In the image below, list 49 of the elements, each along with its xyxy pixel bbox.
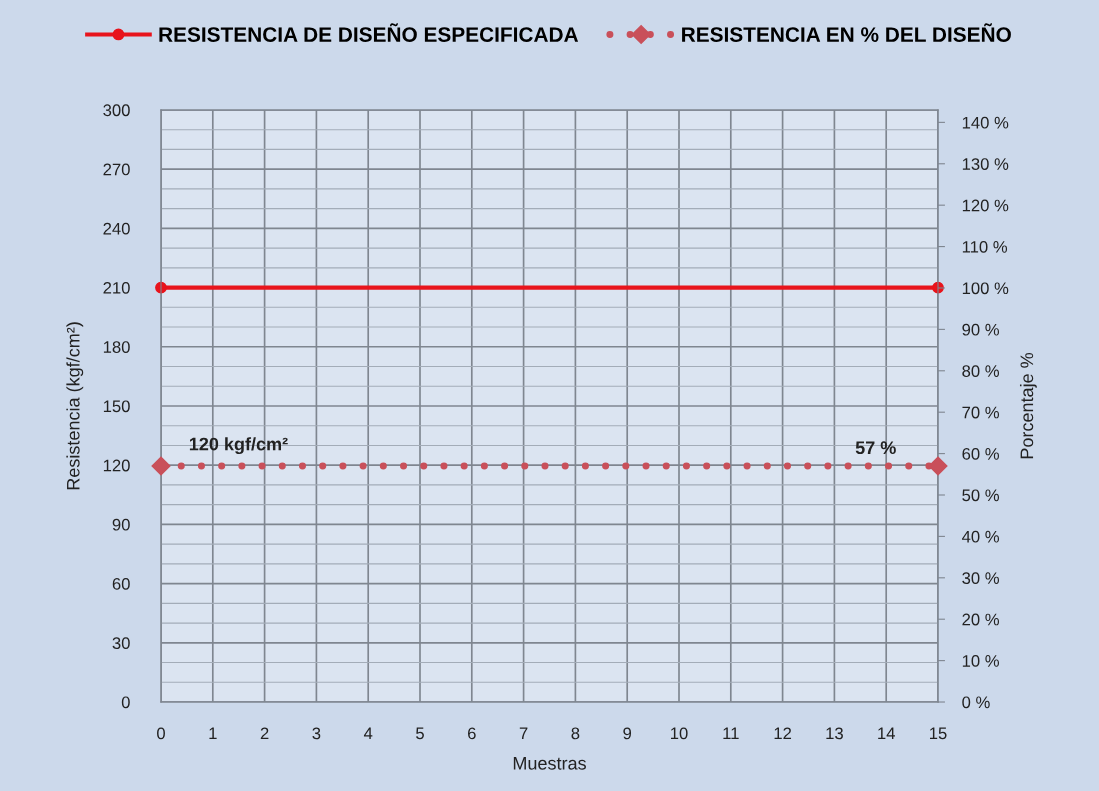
x-tick-label: 1	[209, 727, 217, 740]
x-tick-label: 10	[671, 727, 688, 740]
x-tick-label: 12	[774, 727, 792, 740]
y-tick-label: 90	[112, 518, 130, 531]
x-tick-label: 13	[826, 727, 843, 740]
x-tick-label: 15	[930, 727, 947, 740]
y2-tick-label: 120 %	[962, 199, 1009, 212]
x-tick-label: 4	[363, 727, 373, 740]
y2-tick-label: 30 %	[962, 572, 999, 585]
x-tick-label: 14	[878, 727, 895, 740]
x-tick-label: 5	[416, 727, 424, 740]
y2-tick-label: 0 %	[962, 696, 990, 709]
y2-tick-label: 10 %	[962, 655, 999, 667]
x-tick-label: 6	[468, 727, 476, 740]
y2-tick-label: 40 %	[961, 530, 999, 543]
y-tick-label: 180	[103, 341, 130, 353]
y2-tick-label: 90 %	[962, 323, 999, 336]
y2-tick-label: 130 %	[962, 158, 1009, 170]
y2-tick-label: 50 %	[962, 489, 999, 502]
y-tick-label: 60	[112, 578, 130, 590]
legend-label: RESISTENCIA EN % DEL DISEÑO	[682, 23, 1011, 42]
y-tick-label: 30	[112, 637, 130, 650]
x-axis-title: Muestras	[513, 757, 586, 770]
y-tick-label: 270	[103, 163, 130, 176]
y2-tick-label: 60 %	[962, 448, 999, 460]
annotation: 120 kgf/cm²	[189, 437, 288, 455]
x-tick-label: 3	[312, 727, 321, 740]
y-axis-title: Resistencia (kgf/cm²)	[66, 322, 84, 490]
x-tick-label: 0	[157, 727, 165, 740]
x-tick-label: 9	[623, 727, 632, 740]
y2-tick-label: 70 %	[962, 406, 999, 419]
data-label: 57 %	[855, 441, 896, 455]
y2-tick-label: 100 %	[962, 282, 1009, 295]
y-tick-label: 210	[103, 281, 130, 294]
y-tick-label: 120	[103, 459, 130, 472]
legend-label: RESISTENCIA DE DISEÑO ESPECIFICADA	[159, 23, 579, 42]
y-tick-label: 240	[103, 222, 130, 235]
y-tick-label: 150	[103, 400, 130, 413]
y-tick-label: 0	[121, 696, 130, 709]
x-tick-label: 7	[519, 727, 528, 740]
x-tick-label: 2	[260, 727, 269, 740]
y2-axis-title: Porcentaje %	[1019, 352, 1037, 459]
y2-tick-label: 20 %	[962, 613, 999, 626]
y-tick-label: 300	[103, 104, 130, 117]
y2-tick-label: 110 %	[962, 240, 1008, 253]
y2-tick-label: 140 %	[962, 116, 1009, 129]
x-tick-label: 11	[723, 727, 739, 740]
x-tick-label: 8	[571, 727, 580, 740]
y2-tick-label: 80 %	[962, 365, 999, 377]
